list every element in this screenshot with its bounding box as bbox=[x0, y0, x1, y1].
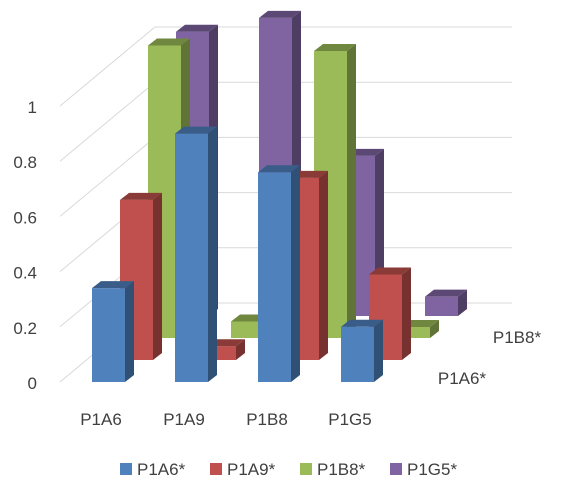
legend-swatch bbox=[300, 463, 312, 475]
legend-swatch bbox=[210, 463, 222, 475]
bar-front bbox=[231, 321, 264, 338]
x-tick-label: P1G5 bbox=[328, 410, 371, 429]
legend-item: P1B8* bbox=[300, 460, 366, 479]
bar-side bbox=[153, 192, 162, 360]
legend-item: P1G5* bbox=[390, 460, 457, 479]
bar-side bbox=[458, 289, 467, 316]
legend-item: P1A9* bbox=[210, 460, 276, 479]
bar-side bbox=[374, 319, 383, 382]
legend-label: P1B8* bbox=[317, 460, 366, 479]
legend: P1A6* P1A9* P1B8* P1G5* bbox=[120, 460, 457, 479]
legend-swatch bbox=[120, 463, 132, 475]
bar bbox=[175, 126, 217, 382]
legend-item: P1A6* bbox=[120, 460, 186, 479]
bar-front bbox=[341, 326, 374, 382]
bar-side bbox=[291, 165, 300, 382]
y-tick-label: 0 bbox=[28, 374, 37, 393]
bar-side bbox=[347, 43, 356, 339]
x-tick-label: P1A9 bbox=[163, 410, 205, 429]
y-tick-label: 0.8 bbox=[13, 153, 37, 172]
x-tick-label: P1A6 bbox=[80, 410, 122, 429]
bar-side bbox=[125, 281, 134, 382]
depth-axis-label: P1B8* bbox=[493, 328, 542, 347]
legend-label: P1G5* bbox=[407, 460, 457, 479]
bar-side bbox=[402, 267, 411, 360]
bar-top bbox=[258, 165, 300, 173]
bar-front bbox=[92, 288, 125, 382]
bar-side bbox=[319, 170, 328, 360]
bar-top bbox=[175, 126, 217, 134]
bar-side bbox=[208, 126, 217, 382]
bars bbox=[92, 10, 467, 382]
x-axis-ticks: P1A6 P1A9 P1B8 P1G5 bbox=[80, 410, 372, 429]
bar bbox=[92, 281, 134, 382]
bar-front bbox=[175, 133, 208, 382]
x-tick-label: P1B8 bbox=[246, 410, 288, 429]
bar-top bbox=[176, 24, 218, 32]
bar bbox=[341, 319, 383, 382]
bar-top bbox=[148, 38, 190, 46]
legend-swatch bbox=[390, 463, 402, 475]
bar-top bbox=[369, 267, 411, 275]
y-tick-label: 0.6 bbox=[13, 208, 37, 227]
y-axis-ticks: 0 0.2 0.4 0.6 0.8 1 bbox=[13, 98, 37, 393]
bar-top bbox=[92, 281, 134, 289]
bar-top bbox=[120, 192, 162, 200]
bar-front bbox=[425, 296, 458, 316]
bar bbox=[425, 289, 467, 316]
y-tick-label: 1 bbox=[28, 98, 37, 117]
legend-label: P1A9* bbox=[227, 460, 276, 479]
y-tick-label: 0.2 bbox=[13, 319, 37, 338]
bar-top bbox=[341, 319, 383, 327]
bar-top bbox=[259, 10, 301, 18]
bar-side bbox=[430, 319, 439, 338]
depth-axis-label: P1A6* bbox=[438, 369, 487, 388]
bar-top bbox=[425, 289, 467, 297]
bar-side bbox=[236, 339, 245, 360]
bar-front bbox=[258, 172, 291, 382]
legend-label: P1A6* bbox=[137, 460, 186, 479]
bar bbox=[258, 165, 300, 382]
depth-axis-labels: P1A6* P1B8* bbox=[438, 328, 542, 388]
y-tick-label: 0.4 bbox=[13, 264, 37, 283]
bar-front bbox=[397, 326, 430, 338]
bar-top bbox=[314, 43, 356, 51]
gridline bbox=[59, 26, 512, 107]
